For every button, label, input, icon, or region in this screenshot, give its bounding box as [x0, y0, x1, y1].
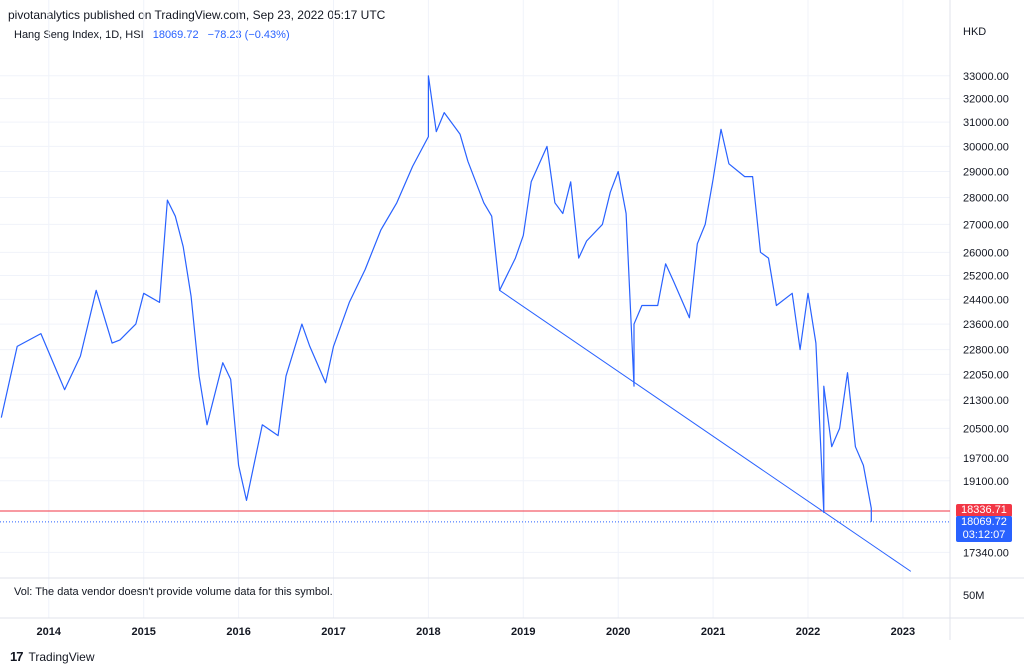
symbol-legend[interactable]: Hang Seng Index, 1D, HSI 18069.72 −78.23…: [14, 29, 290, 41]
brand-name: TradingView: [28, 649, 95, 664]
y-tick-label: 29000.00: [963, 166, 1009, 178]
y-tick-label: 19700.00: [963, 453, 1009, 465]
y-tick-label: 28000.00: [963, 192, 1009, 204]
y-tick-label: 30000.00: [963, 141, 1009, 153]
y-tick-label: 22050.00: [963, 369, 1009, 381]
support-price-value: 18336.71: [961, 503, 1007, 516]
x-tick-label: 2022: [796, 626, 820, 638]
x-tick-label: 2015: [131, 626, 155, 638]
last-price-tag-value: 18069.72: [961, 515, 1007, 528]
y-tick-label: 25200.00: [963, 270, 1009, 282]
y-tick-label: 33000.00: [963, 71, 1009, 83]
last-price: 18069.72: [152, 29, 199, 41]
x-tick-label: 2021: [701, 626, 725, 638]
volume-axis-label: 50M: [963, 590, 985, 602]
y-tick-label: 21300.00: [963, 395, 1009, 407]
y-tick-label: 22800.00: [963, 345, 1009, 357]
price-change: −78.23 (−0.43%): [207, 29, 290, 41]
x-tick-label: 2023: [891, 626, 915, 638]
y-tick-label: 27000.00: [963, 219, 1009, 231]
x-tick-label: 2018: [416, 626, 440, 638]
x-tick-label: 2019: [511, 626, 535, 638]
symbol-name: Hang Seng Index, 1D, HSI: [14, 29, 144, 41]
bar-countdown: 03:12:07: [962, 528, 1006, 541]
trendline: [499, 289, 912, 572]
y-tick-label: 24400.00: [963, 294, 1009, 306]
x-tick-label: 2016: [226, 626, 250, 638]
x-tick-label: 2017: [321, 626, 345, 638]
y-tick-label: 26000.00: [963, 247, 1009, 259]
y-tick-label: 32000.00: [963, 94, 1009, 106]
tradingview-logo-icon: 17: [10, 649, 24, 664]
y-tick-label: 20500.00: [963, 423, 1009, 435]
footer-brand[interactable]: 17 TradingView: [10, 649, 95, 664]
volume-note: Vol: The data vendor doesn't provide vol…: [14, 586, 333, 598]
last-price-tag: 18069.72 03:12:07: [956, 515, 1012, 542]
currency-label: HKD: [963, 26, 987, 38]
support-price-tag: 18336.71: [956, 503, 1012, 517]
publish-header: pivotanalytics published on TradingView.…: [8, 8, 386, 22]
x-tick-label: 2014: [37, 626, 62, 638]
x-tick-label: 2020: [606, 626, 630, 638]
hsi-price-line: [0, 75, 872, 522]
y-tick-label: 23600.00: [963, 319, 1009, 331]
y-tick-label: 17340.00: [963, 547, 1009, 559]
y-tick-label: 19100.00: [963, 476, 1009, 488]
y-tick-label: 31000.00: [963, 117, 1009, 129]
